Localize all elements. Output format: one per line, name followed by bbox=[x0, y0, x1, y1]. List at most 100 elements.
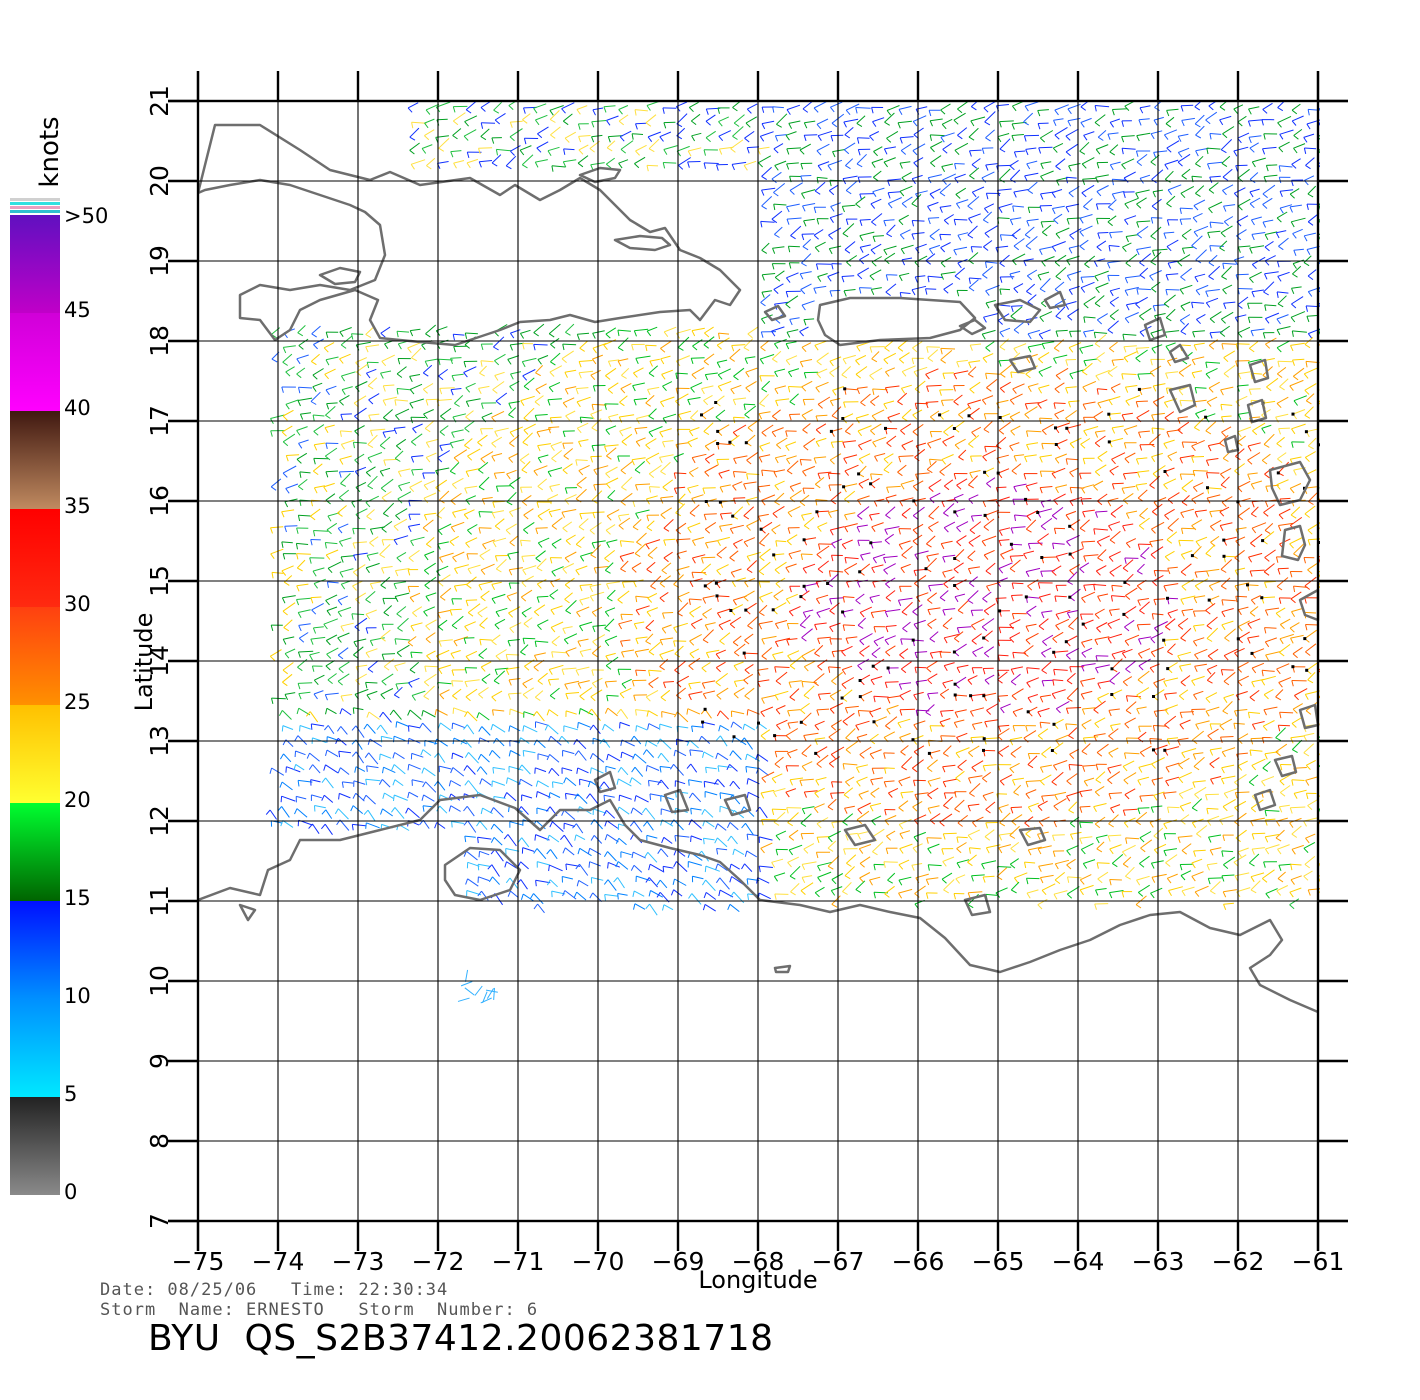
wind-barb bbox=[1209, 318, 1215, 324]
wind-barb bbox=[731, 581, 736, 588]
wind-barb bbox=[1121, 120, 1124, 127]
wind-vector bbox=[464, 485, 478, 489]
wind-vector bbox=[858, 478, 870, 485]
wind-barb bbox=[1037, 403, 1042, 409]
wind-barb bbox=[773, 148, 779, 154]
wind-barb bbox=[1207, 232, 1211, 239]
wind-barb bbox=[773, 471, 778, 478]
wind-vector bbox=[370, 581, 381, 585]
wind-barb bbox=[495, 400, 502, 406]
wind-barb bbox=[1151, 205, 1158, 211]
wind-barb bbox=[351, 613, 354, 620]
wind-barb bbox=[870, 473, 873, 480]
wind-barb bbox=[478, 486, 485, 491]
wind-barb bbox=[786, 639, 790, 646]
wind-vector bbox=[732, 506, 744, 517]
wind-vector bbox=[354, 453, 365, 461]
wind-barb bbox=[1040, 571, 1043, 578]
wind-vector bbox=[925, 557, 937, 570]
wind-vector bbox=[1067, 217, 1082, 220]
wind-vector bbox=[953, 112, 966, 121]
wind-vector bbox=[634, 426, 648, 430]
wind-barb bbox=[940, 136, 945, 143]
wind-barb bbox=[1069, 471, 1074, 478]
wind-vector bbox=[396, 366, 407, 375]
wind-barb bbox=[1181, 585, 1187, 591]
wind-vector bbox=[1037, 508, 1053, 513]
wind-vector bbox=[1192, 212, 1203, 219]
rain-flag-marker bbox=[998, 416, 1002, 419]
rain-flag-marker bbox=[953, 557, 957, 560]
wind-vector bbox=[677, 336, 690, 348]
wind-vector bbox=[340, 413, 352, 415]
wind-barb bbox=[857, 540, 860, 547]
wind-barb bbox=[912, 611, 918, 616]
wind-barb bbox=[579, 417, 582, 424]
wind-vector bbox=[1261, 453, 1271, 461]
wind-vector bbox=[1109, 144, 1119, 153]
rain-flag-marker bbox=[1260, 596, 1264, 600]
wind-barb bbox=[1207, 445, 1212, 452]
wind-vector bbox=[1080, 281, 1095, 289]
wind-barb bbox=[494, 624, 500, 630]
wind-vector bbox=[281, 425, 293, 433]
rain-flag-marker bbox=[729, 609, 733, 612]
wind-vector bbox=[982, 449, 996, 458]
wind-barb bbox=[999, 234, 1003, 241]
wind-vector bbox=[788, 120, 801, 124]
wind-vector bbox=[632, 382, 645, 387]
wind-vector bbox=[648, 464, 662, 475]
wind-vector bbox=[1150, 130, 1163, 135]
wind-barb bbox=[1293, 400, 1298, 406]
wind-barb bbox=[1042, 231, 1048, 237]
wind-barb bbox=[942, 571, 946, 578]
wind-barb bbox=[1009, 568, 1016, 573]
wind-barb bbox=[340, 556, 344, 563]
wind-vector bbox=[1180, 301, 1191, 307]
wind-vector bbox=[1023, 258, 1034, 262]
rain-flag-marker bbox=[1318, 541, 1320, 544]
wind-barb bbox=[813, 107, 819, 113]
wind-vector bbox=[1193, 482, 1204, 488]
wind-barb bbox=[635, 358, 639, 365]
wind-vector bbox=[659, 454, 674, 458]
wind-vector bbox=[676, 566, 690, 571]
wind-barb bbox=[522, 343, 525, 350]
wind-barb bbox=[1221, 611, 1226, 618]
wind-vector bbox=[1154, 621, 1168, 629]
wind-vector bbox=[1181, 228, 1192, 237]
wind-vector bbox=[491, 436, 503, 444]
wind-vector bbox=[982, 591, 992, 599]
wind-vector bbox=[313, 530, 329, 532]
wind-vector bbox=[506, 491, 517, 503]
wind-barb bbox=[282, 361, 288, 366]
wind-barb bbox=[537, 515, 543, 521]
wind-vector bbox=[899, 185, 913, 192]
wind-vector bbox=[283, 636, 295, 640]
wind-vector bbox=[886, 485, 901, 488]
wind-barb bbox=[324, 542, 327, 549]
wind-barb bbox=[509, 542, 515, 547]
wind-barb bbox=[757, 516, 762, 522]
wind-barb bbox=[829, 372, 835, 378]
wind-barb bbox=[1194, 106, 1201, 111]
wind-barb bbox=[1180, 331, 1187, 335]
wind-vector bbox=[1237, 326, 1251, 334]
wind-barb bbox=[1082, 371, 1088, 376]
wind-vector bbox=[856, 153, 867, 165]
wind-barb bbox=[1025, 626, 1030, 632]
wind-vector bbox=[635, 122, 647, 125]
wind-barb bbox=[1180, 276, 1186, 281]
wind-vector bbox=[355, 381, 368, 388]
wind-vector bbox=[1195, 249, 1207, 261]
wind-barb bbox=[691, 457, 696, 464]
wind-barb bbox=[743, 483, 747, 490]
wind-vector bbox=[1191, 175, 1202, 178]
wind-barb bbox=[872, 441, 877, 448]
wind-vector bbox=[1056, 439, 1068, 445]
wind-vector bbox=[775, 398, 790, 401]
wind-barb bbox=[1096, 319, 1103, 325]
wind-vector bbox=[870, 243, 882, 251]
wind-vector bbox=[492, 381, 505, 391]
wind-vector bbox=[1025, 519, 1037, 530]
